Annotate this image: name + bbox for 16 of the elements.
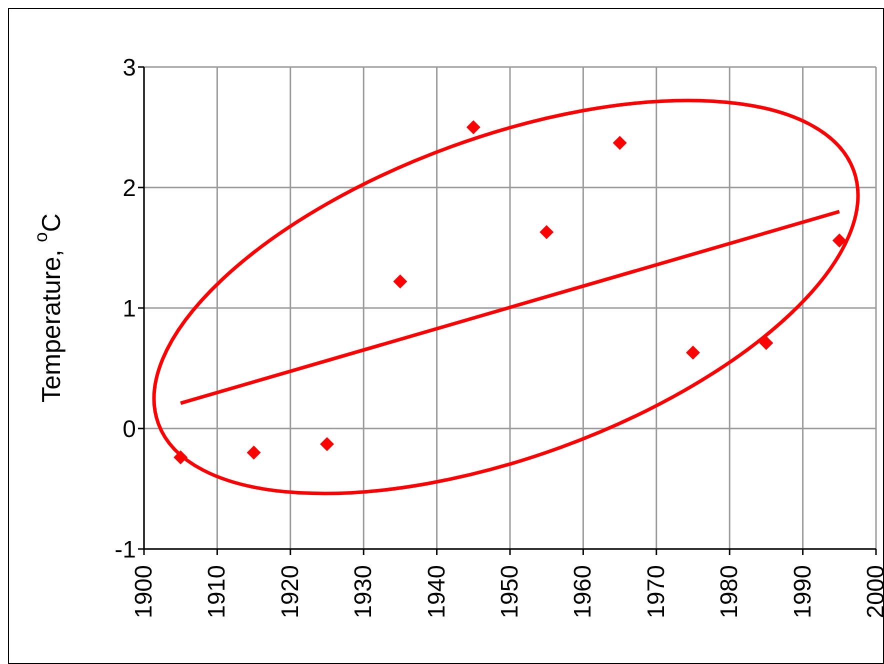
x-tick-label: 1990 xyxy=(789,565,816,618)
x-tick-label: 1930 xyxy=(350,565,378,618)
x-tick-label: 1900 xyxy=(130,565,158,618)
x-tick-label: 2000 xyxy=(862,565,884,618)
x-tick-label: 1960 xyxy=(570,565,597,618)
x-tick-label: 1970 xyxy=(642,565,670,618)
x-tick-label: 1980 xyxy=(716,565,744,618)
y-tick-label: 1 xyxy=(122,296,136,323)
y-tick-label: 2 xyxy=(122,175,136,202)
y-tick-label: 3 xyxy=(122,54,136,82)
y-tick-label: -1 xyxy=(114,536,136,564)
x-tick-label: 1940 xyxy=(423,565,450,618)
x-tick-label: 1910 xyxy=(204,565,231,618)
x-tick-label: 1920 xyxy=(276,565,304,618)
y-tick-label: 0 xyxy=(122,416,136,444)
x-tick-label: 1950 xyxy=(496,565,524,618)
